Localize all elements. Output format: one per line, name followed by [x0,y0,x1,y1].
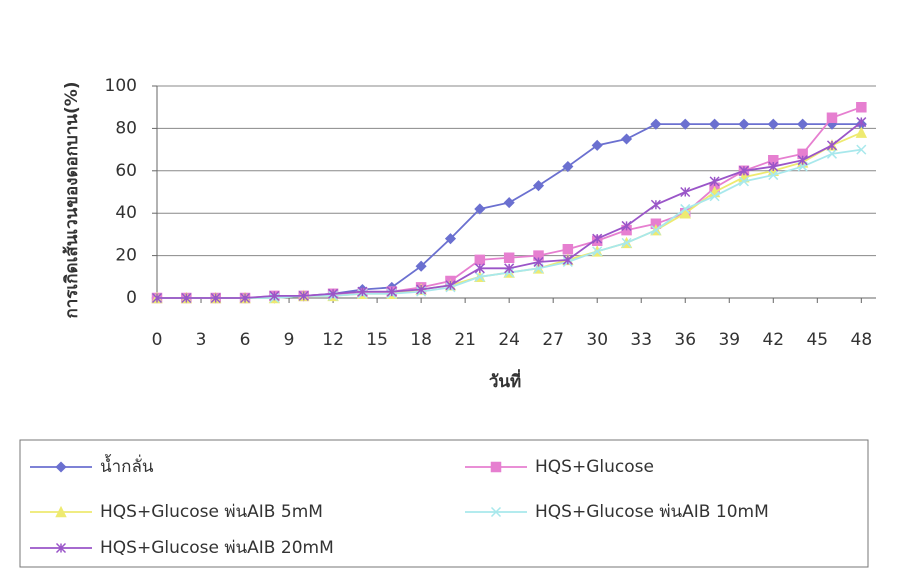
x-tick-label: 39 [718,330,740,350]
x-tick-label: 18 [410,330,432,350]
y-tick-label: 40 [115,203,137,223]
x-tick-label: 27 [542,330,564,350]
x-tick-label: 6 [240,330,251,350]
marker [769,120,778,129]
marker [651,120,660,129]
y-tick-label: 0 [126,288,137,308]
y-tick-label: 100 [105,76,137,96]
marker [475,255,484,264]
x-tick-label: 15 [366,330,388,350]
page: วันที่ การเกิดเส้นเวนของดอกบาน(%) 0 20 40 6… [0,0,922,576]
legend-label: HQS+Glucose พ่นAIB 5mM [100,502,323,522]
x-axis-title: วันที่ [489,369,521,392]
x-tick-label: 12 [322,330,344,350]
marker [505,198,514,207]
marker [857,128,866,137]
marker [827,113,836,122]
marker [681,120,690,129]
x-tick-label: 21 [454,330,476,350]
y-tick-label: 60 [115,161,137,181]
y-axis-title: การเกิดเส้นเวนของดอกบาน(%) [62,81,82,318]
x-tick-label: 33 [630,330,652,350]
legend-label: น้ำกลั่น [100,454,154,477]
marker [710,120,719,129]
marker [563,245,572,254]
marker [739,120,748,129]
marker [622,135,631,144]
x-tick-label: 36 [674,330,696,350]
marker [827,141,836,150]
legend-label: HQS+Glucose พ่นAIB 10mM [535,502,769,522]
marker [681,188,690,197]
marker [710,177,719,186]
x-tick-label: 42 [762,330,784,350]
marker [798,120,807,129]
legend-label: HQS+Glucose [535,457,654,477]
y-tick-label: 20 [115,246,137,266]
legend-label: HQS+Glucose พ่นAIB 20mM [100,538,334,558]
marker [857,103,866,112]
marker [534,181,543,190]
x-tick-label: 3 [196,330,207,350]
x-tick-label: 30 [586,330,608,350]
x-tick-label: 24 [498,330,520,350]
x-tick-label: 9 [284,330,295,350]
chart: วันที่ การเกิดเส้นเวนของดอกบาน(%) 0 20 40 6… [0,0,922,572]
legend-marker [492,463,501,472]
marker [505,253,514,262]
marker [651,200,660,209]
y-tick-label: 80 [115,118,137,138]
x-tick-label: 45 [806,330,828,350]
x-tick-label: 0 [152,330,163,350]
legend-marker [57,463,66,472]
x-tick-label: 48 [851,330,873,350]
